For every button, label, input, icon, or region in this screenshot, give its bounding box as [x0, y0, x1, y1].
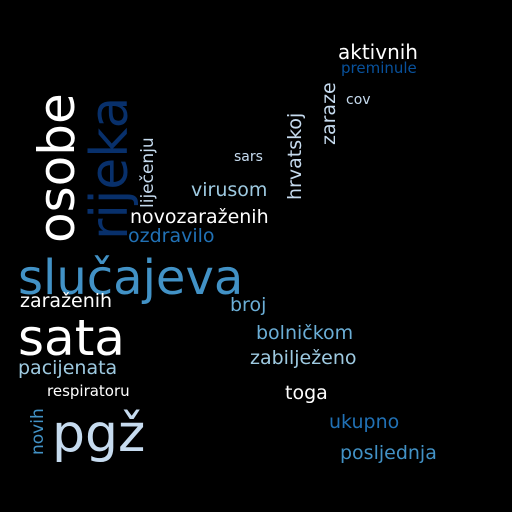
word-bolnickom: bolničkom — [256, 322, 354, 344]
word-rijeka: rijeka — [80, 96, 140, 240]
word-zaraze: zaraze — [318, 82, 340, 145]
word-aktivnih: aktivnih — [338, 40, 418, 64]
word-lijecenju: liječenju — [138, 137, 158, 208]
word-slucajeva: slučajeva — [18, 250, 244, 306]
word-toga: toga — [285, 382, 328, 404]
word-zarazenih: zaraženih — [20, 290, 113, 312]
word-sata: sata — [18, 309, 125, 367]
word-ukupno: ukupno — [329, 411, 400, 433]
word-osobe: osobe — [28, 93, 86, 243]
word-preminule: preminule — [341, 59, 417, 77]
word-pacijenata: pacijenata — [18, 357, 118, 379]
word-respiratoru: respiratoru — [47, 382, 130, 400]
word-zabiljezeno: zabilježeno — [250, 347, 357, 369]
word-broj: broj — [230, 294, 267, 316]
word-hrvatskoj: hrvatskoj — [284, 112, 306, 200]
word-posljednja: posljednja — [340, 442, 437, 464]
word-novih: novih — [28, 408, 48, 455]
word-novozarazenih: novozaraženih — [130, 206, 269, 228]
word-cov: cov — [346, 92, 371, 108]
word-ozdravilo: ozdravilo — [128, 225, 215, 247]
word-pgz: pgž — [52, 404, 146, 464]
word-virusom: virusom — [191, 179, 268, 201]
word-sars: sars — [234, 149, 263, 165]
